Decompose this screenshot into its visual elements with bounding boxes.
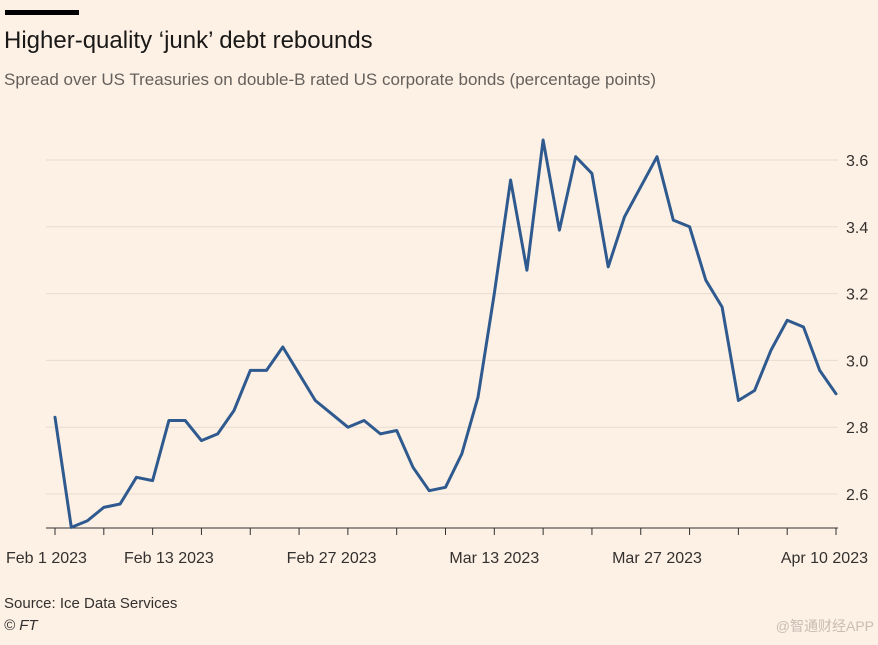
x-tick-label: Mar 13 2023 [449, 550, 539, 567]
source-note: Source: Ice Data Services [4, 595, 178, 612]
x-tick-label: Mar 27 2023 [612, 550, 702, 567]
chart-subtitle: Spread over US Treasuries on double-B ra… [4, 70, 657, 89]
y-tick-label: 3.6 [846, 153, 868, 170]
watermark: @智通财经APP [775, 618, 874, 634]
ft-credit: © FT [4, 617, 38, 634]
y-tick-label: 2.6 [846, 487, 868, 504]
y-axis-ticks: 2.6 2.8 3.0 3.2 3.4 3.6 [846, 153, 868, 504]
y-tick-label: 3.0 [846, 353, 868, 370]
gridlines [46, 159, 838, 495]
ft-top-rule [5, 10, 79, 15]
x-axis: Feb 1 2023 Feb 13 2023 Feb 27 2023 Mar 13 2… [6, 527, 868, 567]
series-line-bb-spread [53, 138, 838, 529]
series-layer [53, 138, 838, 529]
x-tick-label: Feb 1 2023 [6, 550, 87, 567]
y-tick-label: 3.4 [846, 220, 868, 237]
y-tick-label: 2.8 [846, 420, 868, 437]
x-tick-label: Feb 13 2023 [124, 550, 214, 567]
x-tick-label: Feb 27 2023 [287, 550, 377, 567]
x-tick-label: Apr 10 2023 [781, 550, 868, 567]
chart-title: Higher-quality ‘junk’ debt rebounds [4, 27, 373, 54]
y-tick-label: 3.2 [846, 287, 868, 304]
